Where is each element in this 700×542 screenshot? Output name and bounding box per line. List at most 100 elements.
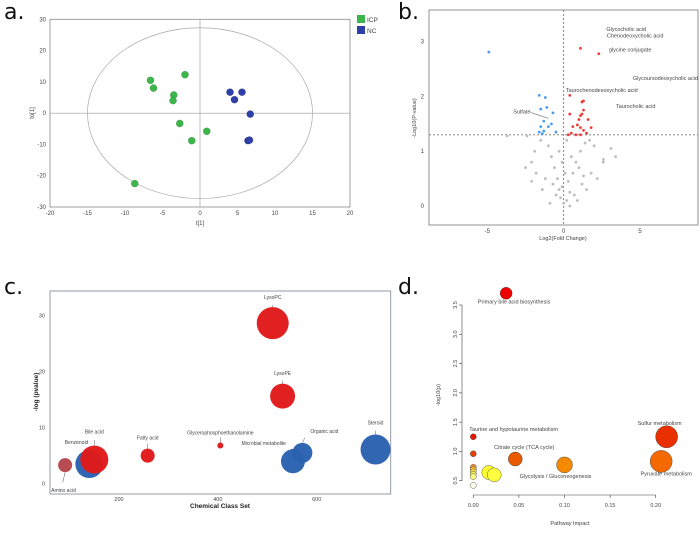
b-point	[554, 193, 558, 197]
b-annotation: Taurocholic acid	[616, 104, 655, 110]
c-bubble	[58, 458, 73, 473]
c-bubble-label: Amino acid	[51, 488, 76, 494]
b-point	[542, 119, 546, 123]
b-point	[577, 166, 581, 170]
d-pathway-label: Taurine and hypotaurine metabolism	[469, 427, 558, 433]
c-label-leader	[302, 437, 305, 443]
a-y-tick-label: 20	[39, 49, 46, 55]
d-y-tick-label: 1.0	[453, 448, 459, 456]
d-pathway-label: Pyruvate metabolism	[640, 471, 692, 477]
b-point	[582, 99, 585, 103]
b-point	[537, 93, 541, 97]
c-y-tick-label: 30	[39, 313, 45, 319]
b-point	[597, 52, 601, 56]
b-point	[574, 160, 578, 164]
d-x-tick-label: 0.10	[559, 503, 570, 509]
b-point	[579, 133, 582, 137]
b-point	[582, 129, 585, 132]
a-point-NC	[238, 88, 246, 96]
b-x-tick-label: 0	[562, 229, 566, 235]
b-point	[559, 196, 562, 200]
b-point	[539, 125, 543, 128]
b-point	[568, 93, 572, 97]
b-point	[560, 185, 564, 189]
a-point-ICP	[146, 76, 155, 85]
a-hotelling-ellipse	[87, 27, 313, 199]
d-pathway-bubble	[470, 482, 477, 489]
b-point	[588, 138, 592, 142]
a-x-tick-label: 10	[272, 211, 279, 217]
c-bubble-label: LysoPC	[264, 295, 282, 301]
a-y-tick-label: 10	[39, 80, 46, 86]
b-point	[579, 114, 582, 118]
a-point-ICP	[181, 70, 189, 79]
d-y-tick-label: 3.0	[453, 330, 459, 338]
a-x-axis-label: t[1]	[196, 221, 205, 227]
c-bubble-label: Microbial metabolite	[242, 441, 287, 447]
b-annotation-leader	[530, 112, 549, 119]
b-y-axis-label: -Log10(P-value)	[412, 98, 418, 138]
a-y-tick-label: -20	[37, 174, 46, 180]
b-point	[572, 193, 576, 197]
b-point	[556, 177, 559, 181]
b-point	[569, 131, 573, 135]
a-point-NC	[226, 88, 234, 96]
d-pathway-label: Primary bile acid biosynthesis	[478, 299, 551, 305]
b-plot-frame	[428, 9, 699, 226]
c-bubble-label: Organic acid	[310, 429, 338, 435]
b-point	[540, 188, 544, 191]
c-y-tick-label: 10	[39, 426, 45, 432]
b-point	[575, 199, 579, 202]
a-y-tick-label: -30	[37, 205, 46, 211]
d-pathway-bubble	[487, 467, 502, 483]
b-point	[609, 147, 613, 150]
d-pathway-label: Glycolysis / Gluconeogenesis	[520, 474, 592, 480]
b-point	[579, 149, 582, 153]
b-point	[569, 155, 573, 159]
a-point-NC	[246, 110, 255, 118]
b-point	[525, 134, 529, 138]
a-point-NC	[230, 95, 239, 104]
b-point	[542, 129, 546, 133]
panel-label-d: d.	[398, 275, 419, 300]
b-annotation: Glycocholic acid	[606, 27, 646, 33]
b-point	[537, 130, 541, 134]
d-pathway-bubble	[649, 450, 673, 473]
c-bubble-label: Steroid	[368, 420, 384, 426]
d-pathway-bubble	[470, 473, 477, 480]
c-bubble	[292, 442, 313, 463]
b-point	[546, 125, 550, 128]
a-y-axis-label: to[1]	[30, 107, 36, 119]
b-point	[571, 171, 575, 175]
b-point	[533, 149, 537, 153]
a-y-tick-label: -10	[37, 142, 46, 148]
c-bubble	[360, 434, 391, 465]
b-point	[571, 125, 575, 128]
b-point	[539, 107, 543, 111]
c-bubble	[140, 448, 155, 463]
b-y-tick-label: 2	[421, 94, 425, 100]
b-point	[585, 131, 588, 135]
b-point	[557, 188, 561, 191]
b-point	[582, 174, 585, 178]
b-point	[586, 118, 590, 121]
b-point	[530, 179, 533, 183]
d-y-tick-label: 1.5	[453, 418, 459, 426]
b-annotation: Taurochenodesoxycholic acid	[566, 88, 638, 94]
b-point	[562, 201, 566, 205]
b-point	[568, 112, 572, 116]
d-x-tick-label: 0.15	[605, 503, 616, 509]
a-x-tick-label: -10	[121, 211, 130, 217]
b-point	[568, 190, 572, 194]
c-bubble	[270, 383, 296, 409]
a-x-tick-label: -5	[160, 211, 166, 217]
b-annotation: Sulfate	[513, 109, 530, 115]
b-point	[540, 132, 544, 136]
d-pathway-bubble	[508, 451, 523, 467]
b-point	[554, 130, 558, 134]
c-bubble	[80, 445, 109, 474]
d-x-tick-label: 0.05	[514, 503, 525, 509]
c-bubble-label: LysoPE	[274, 371, 292, 377]
c-bubble-label: Glycerophosphoethanolamine	[187, 431, 254, 437]
